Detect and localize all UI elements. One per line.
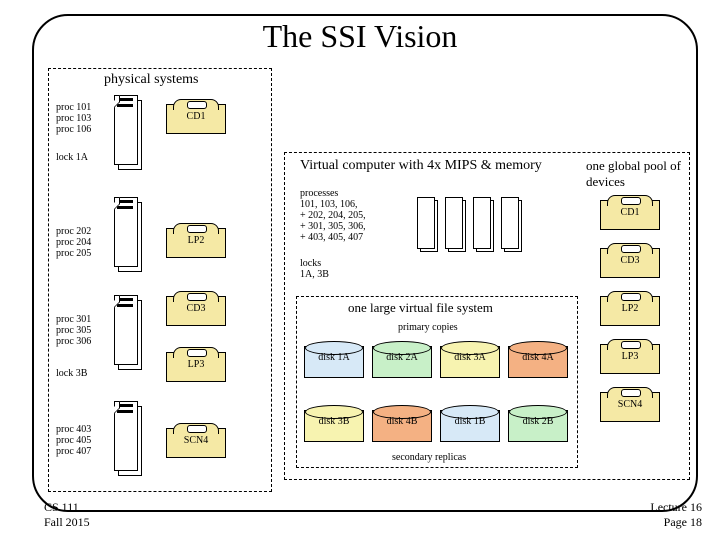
title: The SSI Vision xyxy=(0,18,720,55)
device-label: CD3 xyxy=(167,303,225,314)
global-pool-label: one global pool of devices xyxy=(586,158,681,190)
device-lp2: LP2 xyxy=(166,228,226,258)
device-scn4: SCN4 xyxy=(166,428,226,458)
proc-line: + 202, 204, 205, xyxy=(300,210,366,221)
slide: The SSI Vision physical systems proc 101… xyxy=(0,0,720,540)
device-label: LP2 xyxy=(167,235,225,246)
fs-label: one large virtual file system xyxy=(348,300,493,316)
physical-label: physical systems xyxy=(104,72,199,88)
virtual-header: Virtual computer with 4x MIPS & memory xyxy=(300,158,542,174)
proc-line: 101, 103, 106, xyxy=(300,199,366,210)
proc: proc 202 xyxy=(56,226,91,237)
proc: proc 306 xyxy=(56,336,91,347)
disk-label: disk 3A xyxy=(441,352,499,363)
disk-primary: disk 3A xyxy=(440,346,500,378)
node3-procs: proc 301 proc 305 proc 306 xyxy=(56,314,91,347)
proc-line: + 403, 405, 407 xyxy=(300,232,366,243)
proc: proc 305 xyxy=(56,325,91,336)
device-label: CD1 xyxy=(601,207,659,218)
processes-title: processes xyxy=(300,188,366,199)
disk-secondary: disk 2B xyxy=(508,410,568,442)
device-label: LP3 xyxy=(167,359,225,370)
device-label: LP2 xyxy=(601,303,659,314)
proc: proc 301 xyxy=(56,314,91,325)
device-lp3: LP3 xyxy=(166,352,226,382)
locks-block: locks 1A, 3B xyxy=(300,258,329,280)
locks-line: 1A, 3B xyxy=(300,269,329,280)
tower-icon xyxy=(118,406,142,476)
device-cd1: CD1 xyxy=(166,104,226,134)
disk-label: disk 4B xyxy=(373,416,431,427)
proc: proc 106 xyxy=(56,124,91,135)
node4-procs: proc 403 proc 405 proc 407 xyxy=(56,424,91,457)
pool-dev: LP3 xyxy=(600,344,660,374)
vtower-icon xyxy=(476,200,494,252)
device-label: SCN4 xyxy=(601,399,659,410)
disk-primary: disk 2A xyxy=(372,346,432,378)
disk-primary: disk 1A xyxy=(304,346,364,378)
disk-label: disk 1B xyxy=(441,416,499,427)
processes-block: processes 101, 103, 106, + 202, 204, 205… xyxy=(300,188,366,243)
device-label: CD3 xyxy=(601,255,659,266)
device-label: SCN4 xyxy=(167,435,225,446)
disk-label: disk 3B xyxy=(305,416,363,427)
primary-label: primary copies xyxy=(398,322,458,333)
device-label: LP3 xyxy=(601,351,659,362)
secondary-label: secondary replicas xyxy=(392,452,466,463)
pool-dev: CD1 xyxy=(600,200,660,230)
footer-right: Lecture 16 Page 18 xyxy=(650,500,702,530)
disk-secondary: disk 4B xyxy=(372,410,432,442)
proc-line: + 301, 305, 306, xyxy=(300,221,366,232)
device-label: CD1 xyxy=(167,111,225,122)
node3-lock: lock 3B xyxy=(56,368,87,379)
vtower-icon xyxy=(420,200,438,252)
footer-left: CS 111 Fall 2015 xyxy=(44,500,90,530)
pool-dev: LP2 xyxy=(600,296,660,326)
pool-dev: CD3 xyxy=(600,248,660,278)
disk-secondary: disk 3B xyxy=(304,410,364,442)
pool-dev: SCN4 xyxy=(600,392,660,422)
vtower-icon xyxy=(448,200,466,252)
proc: proc 101 xyxy=(56,102,91,113)
proc: proc 403 xyxy=(56,424,91,435)
tower-icon xyxy=(118,202,142,272)
disk-primary: disk 4A xyxy=(508,346,568,378)
device-cd3: CD3 xyxy=(166,296,226,326)
tower-icon xyxy=(118,300,142,370)
node1-lock: lock 1A xyxy=(56,152,88,163)
node1-procs: proc 101 proc 103 proc 106 xyxy=(56,102,91,135)
disk-label: disk 1A xyxy=(305,352,363,363)
disk-label: disk 2B xyxy=(509,416,567,427)
proc: proc 407 xyxy=(56,446,91,457)
proc: proc 103 xyxy=(56,113,91,124)
disk-secondary: disk 1B xyxy=(440,410,500,442)
disk-label: disk 4A xyxy=(509,352,567,363)
tower-icon xyxy=(118,100,142,170)
proc: proc 405 xyxy=(56,435,91,446)
vtower-icon xyxy=(504,200,522,252)
node2-procs: proc 202 proc 204 proc 205 xyxy=(56,226,91,259)
proc: proc 204 xyxy=(56,237,91,248)
disk-label: disk 2A xyxy=(373,352,431,363)
locks-title: locks xyxy=(300,258,329,269)
proc: proc 205 xyxy=(56,248,91,259)
